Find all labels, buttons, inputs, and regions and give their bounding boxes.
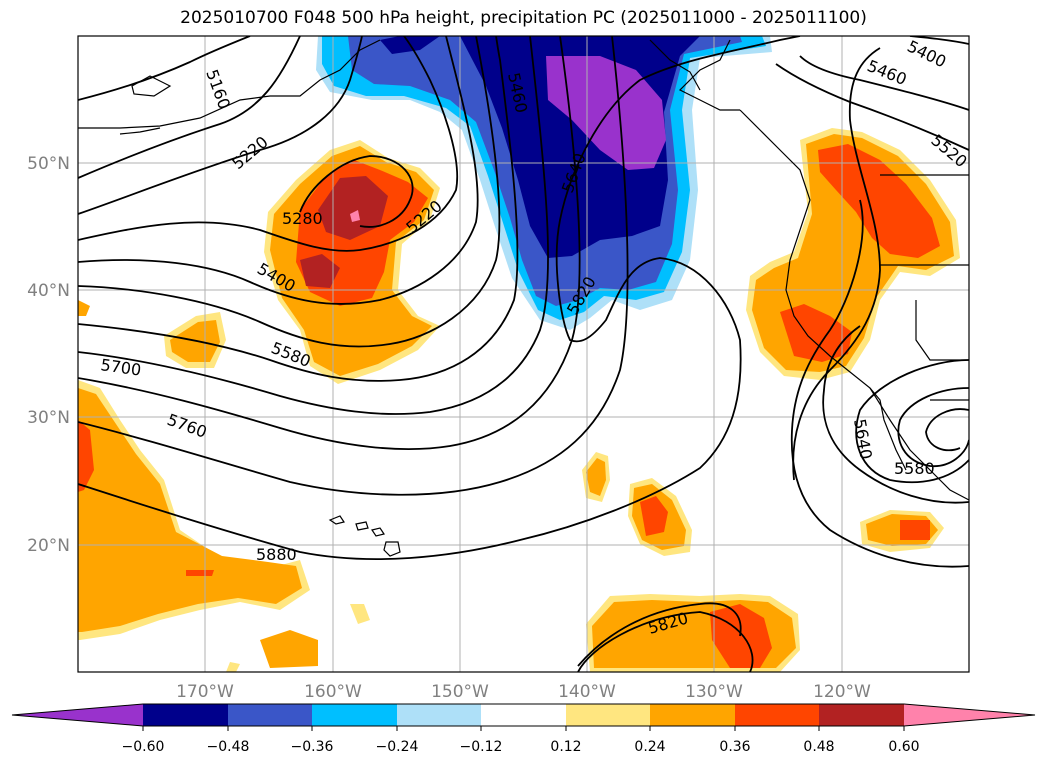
colorbar-arrow-low (12, 704, 143, 726)
height-contours (78, 36, 969, 672)
lon-label-160w: 160°W (304, 682, 362, 702)
colorbar-segment (819, 704, 904, 726)
lon-label-140w: 140°W (558, 682, 616, 702)
colorbar-tick-label: 0.12 (550, 739, 581, 755)
lon-label-130w: 130°W (685, 682, 743, 702)
colorbar-segment (312, 704, 397, 726)
colorbar-tick-label: 0.36 (719, 739, 750, 755)
lon-label-150w: 150°W (431, 682, 489, 702)
colorbar-tick-label: −0.60 (122, 739, 165, 755)
colorbar-segment (397, 704, 481, 726)
colorbar-segment (143, 704, 228, 726)
positive-precip-region-central (264, 140, 440, 384)
contour-label: 5280 (282, 209, 323, 228)
lat-labels: 50°N 40°N 30°N 20°N (27, 154, 70, 556)
lat-label-20n: 20°N (27, 536, 70, 556)
colorbar-segment (228, 704, 312, 726)
colorbar: −0.60 −0.48 −0.36 −0.24 −0.12 0.12 0.24 … (11, 703, 1036, 755)
positive-precip-region-west (78, 300, 318, 668)
colorbar-tick-label: −0.12 (460, 739, 503, 755)
colorbar-segment (481, 704, 566, 726)
islands (131, 75, 401, 557)
map-area: 5160 5220 5280 5220 5400 5580 5700 5760 … (78, 36, 969, 672)
contour-label: 5580 (894, 459, 935, 478)
lon-label-120w: 120°W (813, 682, 871, 702)
contour-label: 5880 (256, 545, 297, 564)
lat-label-30n: 30°N (27, 408, 70, 428)
gridlines (78, 36, 969, 672)
colorbar-segment (650, 704, 735, 726)
lat-label-50n: 50°N (27, 154, 70, 174)
colorbar-tick-label: 0.24 (634, 739, 665, 755)
colorbar-tick-label: −0.48 (207, 739, 250, 755)
colorbar-tick-label: −0.36 (291, 739, 334, 755)
colorbar-segment (735, 704, 819, 726)
coastlines (78, 39, 969, 501)
map-title: 2025010700 F048 500 hPa height, precipit… (180, 8, 867, 28)
colorbar-tick-label: −0.24 (376, 739, 419, 755)
colorbar-arrow-high (904, 704, 1035, 726)
colorbar-tick-label: 0.48 (803, 739, 834, 755)
lon-labels: 170°W 160°W 150°W 140°W 130°W 120°W (176, 682, 871, 702)
lon-label-170w: 170°W (176, 682, 234, 702)
map-frame (77, 35, 970, 673)
colorbar-tick-label: 0.60 (888, 739, 919, 755)
colorbar-segment (566, 704, 650, 726)
positive-precip-region-east (746, 128, 960, 552)
lat-label-40n: 40°N (27, 281, 70, 301)
